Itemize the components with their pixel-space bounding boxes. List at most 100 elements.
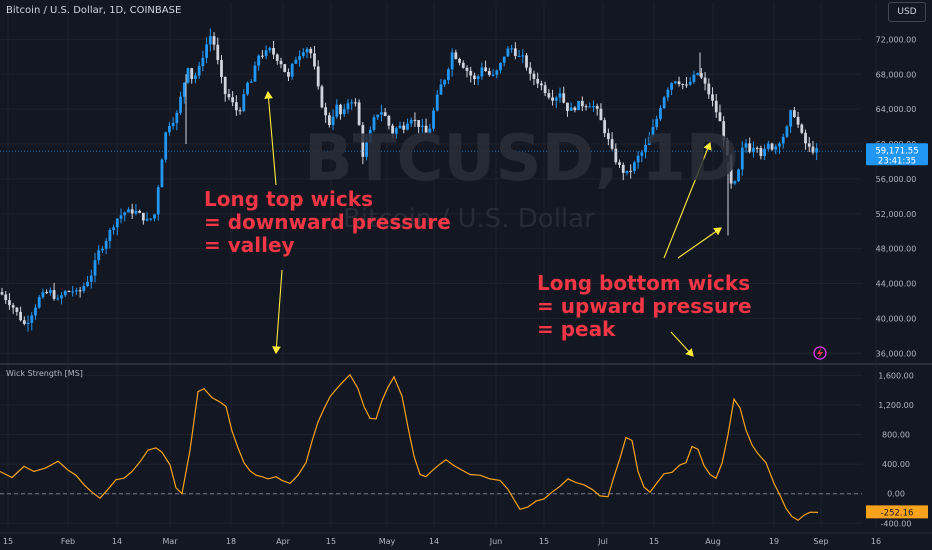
candle-body [11, 305, 15, 308]
time-tick-label: 18 [226, 537, 236, 546]
time-tick-label: 16 [871, 537, 881, 546]
candle-body [781, 136, 785, 144]
candle-body [112, 227, 115, 230]
candle-body [82, 286, 86, 292]
candle-body [257, 55, 261, 66]
candle-body [156, 187, 160, 215]
candle-body [309, 48, 313, 54]
candle-body [368, 129, 372, 143]
candle-body [350, 102, 354, 104]
countdown-label: 23:41:35 [878, 156, 916, 166]
symbol-header[interactable]: Bitcoin / U.S. Dollar, 1D, COINBASE [6, 5, 182, 16]
candle-body [554, 97, 558, 101]
candle-body [346, 103, 350, 110]
candle-body [685, 84, 688, 86]
candle-body [718, 112, 722, 122]
candle-body [454, 52, 458, 59]
candle-body [726, 140, 729, 156]
candle-body [56, 298, 60, 300]
time-tick-label: Jul [597, 537, 608, 546]
candle-body [52, 290, 56, 299]
price-axis[interactable]: 36,000.00 40,000.00 44,000.00 48,000.00 52,0… [813, 35, 928, 528]
candle-body [659, 108, 662, 120]
candle-body [476, 76, 480, 80]
candle-body [502, 56, 506, 63]
candle-body [290, 63, 294, 77]
watermark-name: Bitcoin / U.S. Dollar [343, 204, 595, 234]
time-tick-label: 14 [429, 537, 439, 546]
candle-body [662, 97, 666, 109]
candle-body [164, 132, 168, 160]
candle-body [194, 75, 197, 79]
candle-body [391, 125, 394, 135]
candle-body [755, 147, 759, 149]
candle-body [197, 66, 201, 76]
candle-body [89, 275, 93, 282]
annotation-line: = valley [204, 233, 295, 257]
candle-body [443, 80, 447, 85]
currency-button[interactable]: USD [888, 2, 926, 22]
indicator-title[interactable]: Wick Strength [MS] [6, 369, 83, 378]
candle-body [305, 48, 309, 53]
candle-body [93, 260, 97, 276]
candle-body [75, 290, 78, 292]
candle-body [231, 97, 235, 103]
candle-body [815, 148, 819, 153]
last-price-label: 59,171.55 [875, 146, 918, 156]
candle-body [573, 107, 577, 111]
indicator-value-badge [866, 505, 928, 519]
candle-body [86, 281, 89, 287]
candle-body [335, 104, 339, 117]
candle-body [759, 148, 763, 156]
annotation-line: = peak [537, 317, 616, 341]
candle-body [707, 83, 711, 95]
candle-body [696, 73, 700, 75]
annotation-line: Long top wicks [204, 187, 373, 211]
candle-body [417, 120, 421, 127]
candle-body [513, 48, 517, 56]
candle-body [692, 74, 696, 82]
candle-body [450, 52, 454, 70]
indicator-tick-label: 800.00 [882, 431, 910, 440]
candle-body [78, 290, 82, 292]
candle-body [402, 125, 406, 130]
candle-body [287, 71, 290, 77]
candle-body [130, 209, 134, 214]
candle-body [275, 54, 279, 61]
candle-body [517, 55, 521, 57]
candle-body [115, 218, 119, 228]
pane-separator[interactable] [0, 363, 932, 365]
candle-body [376, 114, 380, 118]
candle-body [461, 62, 465, 68]
time-tick-label: 14 [112, 537, 122, 546]
candle-body [48, 290, 52, 293]
time-axis[interactable]: 15 Feb 14 Mar 18 Apr 15 May 14 Jun 15 Jul 15 Aug 19 Sep… [0, 532, 932, 546]
candle-body [603, 120, 607, 134]
candle-body [577, 100, 580, 111]
candle-body [238, 110, 242, 112]
candle-body [580, 100, 584, 107]
indicator-pane [0, 373, 862, 522]
candle-body [711, 94, 714, 101]
candle-body [301, 52, 305, 57]
candle-body [406, 123, 409, 130]
candle-body [588, 106, 592, 108]
candle-body [644, 145, 647, 153]
candle-body [688, 81, 692, 85]
candle-body [71, 291, 75, 293]
annotation-bottom-wicks: Long bottom wicks = upward pressure = pe… [537, 272, 752, 341]
candle-body [629, 170, 633, 172]
candle-body [216, 44, 220, 61]
candle-body [748, 143, 752, 153]
candle-body [480, 67, 484, 77]
candle-body [499, 62, 502, 71]
candle-body [800, 124, 804, 133]
candle-body [569, 107, 573, 111]
candle-body [752, 147, 755, 153]
candle-body [242, 94, 246, 112]
last-price-badge [866, 143, 928, 166]
candle-body [703, 77, 707, 84]
candle-body [651, 127, 655, 137]
